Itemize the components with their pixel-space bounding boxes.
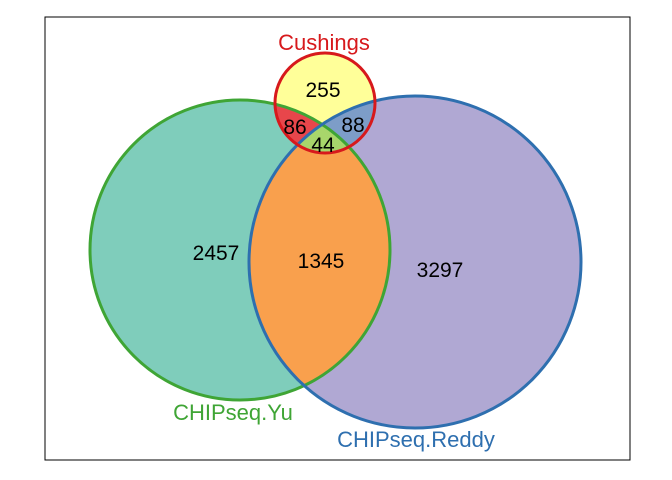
circle-outline-cushings	[273, 51, 377, 155]
count-reddy-only: 3297	[417, 259, 464, 282]
count-yu-reddy: 1345	[298, 250, 345, 273]
set-label-yu: CHIPseq.Yu	[173, 400, 293, 425]
plot-frame	[44, 16, 631, 461]
circle-outline-reddy	[247, 94, 583, 430]
region-yu-reddy	[249, 100, 390, 400]
count-reddy-cushings: 88	[341, 114, 364, 137]
set-label-reddy: CHIPseq.Reddy	[337, 427, 495, 452]
count-cushings-only: 255	[305, 79, 340, 102]
count-all-three: 44	[311, 134, 335, 157]
count-yu-only: 2457	[193, 242, 240, 265]
set-label-cushings: Cushings	[278, 30, 370, 55]
circle-outline-yu	[88, 98, 392, 402]
count-yu-cushings: 86	[283, 116, 306, 139]
